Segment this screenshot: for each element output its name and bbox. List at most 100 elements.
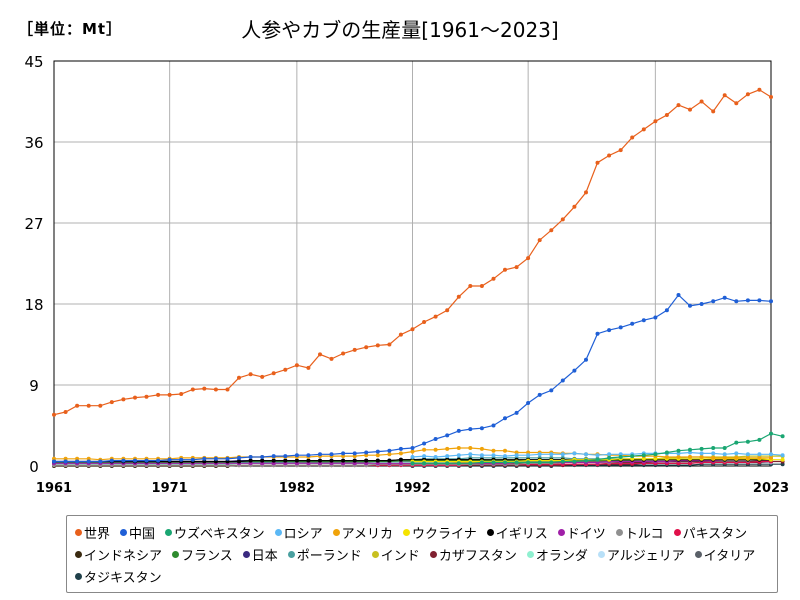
data-point [167,392,172,397]
data-point [75,459,80,464]
data-point [422,461,427,466]
legend-marker [75,550,82,558]
data-point [676,103,681,108]
data-point [352,347,357,352]
data-point [780,453,785,458]
data-point [445,433,450,438]
legend-label: ウクライナ [412,526,477,542]
data-point [318,458,322,463]
data-point [745,298,750,303]
x-tick-label: 1992 [394,481,430,496]
data-point [664,455,669,459]
legend-label: カザフスタン [438,548,517,564]
data-point [121,397,126,402]
data-point [503,454,507,459]
data-point [306,365,311,370]
x-tick-label: 2002 [510,481,546,496]
legend-item: パキスタン [673,521,747,543]
data-point [549,460,554,465]
data-point [769,455,773,460]
data-point [769,452,773,457]
x-tick-label: 1982 [279,481,315,496]
data-point [468,461,473,466]
data-point [584,357,588,362]
data-point [144,458,149,463]
data-point [329,452,334,457]
data-point [549,228,554,233]
data-point [572,459,577,464]
data-point [630,135,635,140]
data-point [294,458,299,463]
legend-label: インド [380,548,420,564]
data-point [757,87,762,92]
data-point [595,331,600,336]
data-point [422,447,427,452]
gridlines [54,60,771,467]
data-point [537,238,542,243]
data-point [757,437,762,442]
data-point [595,160,600,165]
data-point [780,434,785,439]
data-point [468,446,473,450]
data-point [179,457,184,462]
data-point [653,119,658,124]
legend-item: イタリア [694,543,755,565]
legend-marker [274,528,282,536]
legend-marker [429,550,437,558]
data-point [422,320,427,324]
legend-marker [120,528,128,536]
data-point [364,345,369,350]
data-point [387,458,392,463]
data-point [630,454,635,459]
x-tick-label: 1971 [152,481,188,496]
legend-label: ロシア [283,526,323,542]
data-point [630,321,635,326]
data-point [745,92,750,97]
data-point [387,448,392,453]
data-point [318,352,322,357]
data-point [410,446,415,450]
data-point [711,451,716,456]
data-point [699,455,704,459]
data-point [352,458,357,463]
data-point [398,332,403,337]
data-point [676,448,681,453]
data-point [769,431,773,436]
data-point [618,455,623,459]
data-point [584,190,588,195]
data-point [503,448,507,453]
data-point [190,387,195,392]
data-point [745,452,750,457]
data-point [433,437,438,441]
x-tick-label: 2023 [753,481,789,496]
data-point [491,453,496,458]
data-point [52,459,56,464]
data-point [479,446,484,451]
data-point [213,387,218,392]
data-point [387,452,392,457]
data-point [664,308,669,313]
data-point [560,459,565,464]
data-point [537,392,542,397]
data-point [664,113,669,117]
legend-item: イギリス [486,521,548,543]
data-point [410,455,415,459]
data-point [52,412,56,417]
data-point [607,328,612,333]
data-point [595,453,600,458]
data-point [479,460,484,465]
data-point [711,455,716,460]
legend-marker [371,550,379,558]
data-point [699,451,704,456]
data-point [734,455,739,460]
y-tick-label: 18 [24,296,43,314]
data-point [688,107,692,112]
data-point [271,371,276,376]
data-point [769,95,773,99]
data-point [468,427,473,432]
legend-label: ドイツ [566,526,606,542]
data-point [283,458,288,463]
data-point [329,458,334,463]
data-point [734,299,739,304]
